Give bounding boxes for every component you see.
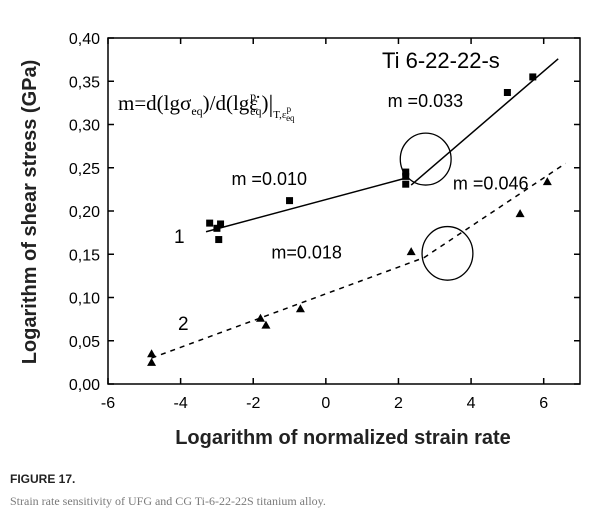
y-tick-label: 0,10	[69, 291, 100, 308]
data-point-series-1	[402, 168, 410, 176]
y-tick-label: 0,35	[69, 74, 100, 91]
data-point-series-2	[406, 247, 416, 256]
formula-superscript: p	[250, 89, 256, 103]
x-tick-label: 4	[467, 395, 476, 412]
slope-annotation: m =0.033	[388, 91, 464, 111]
chart-figure: -6 -4 -2 0 2 4 6 0,00 0,05 0,10 0,15 0,20 0,25 0,30 0,…	[0, 0, 589, 464]
figure-caption: Strain rate sensitivity of UFG and CG Ti…	[10, 494, 326, 508]
chart-data-points	[147, 73, 552, 366]
data-point-series-1	[503, 88, 511, 96]
data-point-series-2	[542, 177, 552, 186]
slope-annotation: m =0.010	[231, 169, 307, 189]
y-tick-label: 0,25	[69, 161, 100, 178]
fit-line-series-2	[423, 162, 566, 259]
formula-annotation: m=d(lgσeq)/d(lgε̇p eq)|T,εp eq	[118, 89, 295, 123]
formula-subscript: eq	[250, 104, 261, 118]
x-tick-label: 6	[539, 395, 548, 412]
fit-line-series-1	[205, 177, 406, 233]
chart-background	[0, 0, 589, 464]
data-point-series-2	[255, 313, 265, 322]
x-tick-label: -4	[173, 395, 187, 412]
x-tick-label: 2	[394, 395, 403, 412]
chart-highlight-circles	[399, 132, 474, 281]
figure-label: FIGURE 17.	[10, 472, 76, 486]
data-point-series-2	[261, 320, 271, 329]
y-axis-label: Logarithm of shear stress (GPa)	[19, 60, 41, 365]
y-tick-label: 0,00	[69, 377, 100, 394]
data-point-series-1	[402, 180, 410, 188]
data-point-series-1	[213, 224, 221, 232]
data-point-series-2	[147, 349, 157, 358]
chart-title: Ti 6-22-22-s	[382, 48, 500, 73]
data-point-series-1	[206, 219, 214, 227]
y-tick-label: 0,40	[69, 31, 100, 48]
slope-annotation: m =0.046	[453, 173, 529, 193]
highlight-circle	[421, 225, 474, 281]
data-point-series-2	[295, 304, 305, 313]
y-tick-label: 0,15	[69, 247, 100, 264]
x-tick-label: 0	[321, 395, 330, 412]
data-point-series-1	[215, 236, 223, 244]
chart-annotations: m =0.033 m =0.010 m =0.046 m=0.018	[231, 91, 528, 262]
formula-part: m=d(lgσ	[118, 91, 191, 115]
y-tick-label: 0,20	[69, 204, 100, 221]
y-tick-label: 0,05	[69, 334, 100, 351]
series-label-1: 1	[174, 227, 185, 248]
data-point-series-1	[402, 172, 410, 180]
x-axis-label: Logarithm of normalized strain rate	[175, 427, 511, 449]
y-tick-label: 0,30	[69, 118, 100, 135]
data-point-series-1	[286, 197, 294, 205]
data-point-series-2	[515, 209, 525, 218]
fit-line-series-2	[151, 257, 425, 359]
formula-part: )/d(lgε̇	[203, 91, 260, 115]
formula-eval-superscript: p	[287, 104, 292, 114]
data-point-series-2	[147, 357, 157, 366]
formula-eval-subscript: T,ε	[273, 109, 287, 121]
highlight-circle	[399, 132, 452, 186]
formula-part: )	[261, 91, 268, 115]
formula-bar: |	[268, 92, 273, 118]
formula-subscript: eq	[191, 104, 202, 118]
series-label-2: 2	[178, 314, 189, 335]
chart-ticks: -6 -4 -2 0 2 4 6 0,00 0,05 0,10 0,15 0,20 0,25 0,30 0,…	[69, 31, 580, 412]
x-tick-label: -6	[101, 395, 115, 412]
slope-annotation: m=0.018	[271, 243, 342, 263]
data-point-series-1	[529, 73, 537, 81]
x-tick-label: -2	[246, 395, 260, 412]
formula-eval-subscript: eq	[286, 113, 295, 123]
data-point-series-1	[217, 220, 225, 228]
